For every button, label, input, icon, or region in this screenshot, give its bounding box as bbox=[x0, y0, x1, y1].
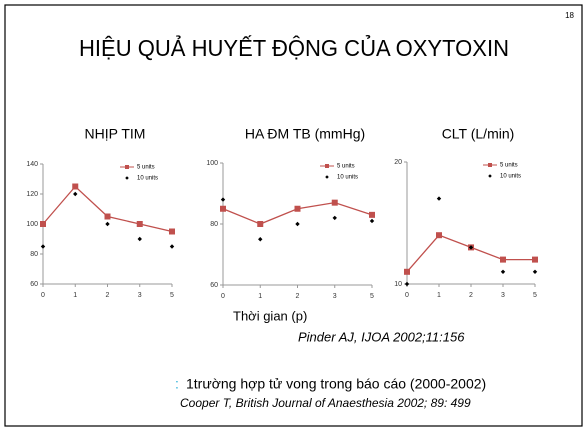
x-tick-label: 0 bbox=[41, 292, 45, 299]
square-marker bbox=[331, 199, 338, 206]
square-marker bbox=[436, 232, 442, 239]
chart-title: NHỊP TIM bbox=[85, 126, 146, 142]
x-tick-label: 2 bbox=[106, 292, 110, 299]
y-tick-label: 10 bbox=[394, 281, 402, 288]
legend-label: 5 units bbox=[337, 164, 355, 170]
diamond-marker bbox=[468, 245, 474, 250]
x-tick-label: 1 bbox=[437, 292, 441, 299]
legend-marker bbox=[125, 176, 129, 180]
citation: Pinder AJ, IJOA 2002;11:156 bbox=[298, 329, 465, 344]
x-tick-label: 5 bbox=[170, 292, 174, 299]
x-tick-label: 5 bbox=[370, 293, 374, 300]
diamond-marker bbox=[73, 191, 78, 197]
diamond-marker bbox=[40, 244, 46, 249]
x-tick-label: 1 bbox=[258, 293, 262, 300]
diamond-marker bbox=[500, 269, 506, 274]
note-citation: Cooper T, British Journal of Anaesthesia… bbox=[180, 396, 471, 410]
x-axis-label: Thời gian (p) bbox=[233, 308, 307, 323]
y-tick-label: 20 bbox=[394, 159, 402, 166]
legend-label: 5 units bbox=[500, 163, 518, 169]
square-marker bbox=[104, 213, 111, 220]
x-tick-label: 0 bbox=[405, 292, 409, 299]
legend-label: 10 units bbox=[500, 174, 521, 180]
y-tick-label: 100 bbox=[26, 221, 38, 228]
y-tick-label: 100 bbox=[206, 160, 218, 167]
x-tick-label: 3 bbox=[501, 292, 505, 299]
legend-label: 10 units bbox=[337, 175, 358, 181]
square-marker bbox=[169, 228, 175, 235]
square-marker bbox=[500, 256, 506, 263]
diamond-marker bbox=[169, 244, 175, 249]
y-tick-label: 60 bbox=[210, 282, 218, 289]
square-marker bbox=[40, 221, 46, 227]
square-marker bbox=[136, 221, 143, 227]
x-tick-label: 1 bbox=[73, 292, 77, 299]
y-tick-label: 80 bbox=[30, 251, 38, 258]
x-tick-label: 5 bbox=[533, 292, 537, 299]
diamond-marker bbox=[220, 197, 226, 202]
diamond-marker bbox=[332, 215, 337, 221]
diamond-marker bbox=[369, 218, 375, 224]
diamond-marker bbox=[404, 281, 410, 287]
legend-label: 5 units bbox=[137, 165, 155, 171]
x-tick-label: 0 bbox=[221, 293, 225, 300]
legend-marker bbox=[488, 163, 492, 167]
slide-number: 18 bbox=[565, 11, 574, 20]
chart-title: CLT (L/min) bbox=[442, 126, 515, 142]
x-tick-label: 2 bbox=[296, 293, 300, 300]
y-tick-label: 140 bbox=[26, 161, 38, 168]
square-marker bbox=[532, 256, 538, 263]
square-marker bbox=[72, 183, 79, 190]
diamond-marker bbox=[258, 237, 263, 242]
legend-marker bbox=[325, 164, 329, 168]
x-tick-label: 3 bbox=[333, 293, 337, 300]
square-marker bbox=[404, 268, 410, 275]
square-marker bbox=[369, 211, 375, 218]
diamond-marker bbox=[105, 221, 110, 227]
legend-marker bbox=[325, 175, 329, 179]
chart-title: HA ĐM TB (mmHg) bbox=[245, 126, 365, 142]
square-marker bbox=[294, 205, 301, 212]
diamond-marker bbox=[436, 196, 442, 201]
x-tick-label: 3 bbox=[138, 292, 142, 299]
diamond-marker bbox=[295, 221, 300, 227]
y-tick-label: 120 bbox=[26, 191, 38, 198]
note-bullet: : bbox=[175, 376, 179, 392]
y-tick-label: 80 bbox=[210, 221, 218, 228]
note: 1trường hợp tử vong trong báo cáo (2000-… bbox=[186, 376, 486, 392]
diamond-marker bbox=[137, 236, 142, 242]
slide-border bbox=[4, 4, 583, 427]
legend-marker bbox=[125, 165, 129, 169]
slide-title: HIỆU QUẢ HUYẾT ĐỘNG CỦA OXYTOXIN bbox=[79, 33, 509, 61]
square-marker bbox=[257, 221, 264, 227]
x-tick-label: 2 bbox=[469, 292, 473, 299]
square-marker bbox=[220, 205, 226, 212]
y-tick-label: 60 bbox=[30, 281, 38, 288]
legend-marker bbox=[488, 174, 492, 178]
legend-label: 10 units bbox=[137, 176, 158, 182]
diamond-marker bbox=[532, 269, 538, 274]
